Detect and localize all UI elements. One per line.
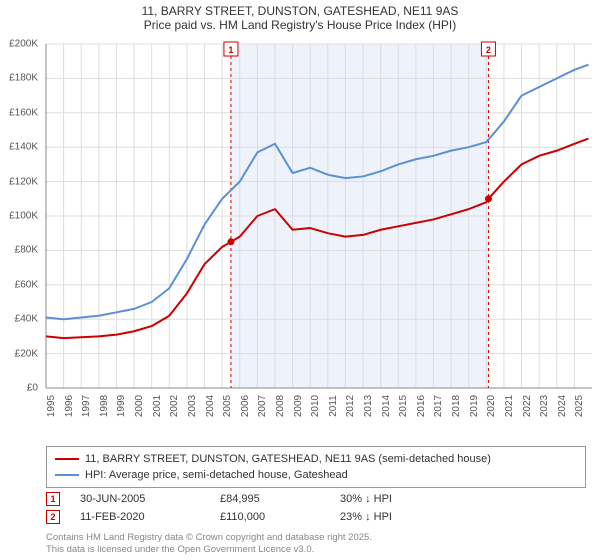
x-tick-label: 2015 (398, 395, 409, 417)
x-tick-label: 2014 (381, 395, 392, 417)
sale-diff: 30% ↓ HPI (340, 493, 440, 505)
legend-item: HPI: Average price, semi-detached house,… (55, 467, 577, 483)
x-tick-label: 2005 (222, 395, 233, 417)
x-tick-label: 2020 (486, 395, 497, 417)
y-tick-label: £80K (0, 245, 38, 256)
x-tick-label: 2024 (557, 395, 568, 417)
y-tick-label: £140K (0, 142, 38, 153)
x-tick-label: 2021 (504, 395, 515, 417)
y-tick-label: £20K (0, 348, 38, 359)
x-tick-label: 2013 (363, 395, 374, 417)
x-tick-label: 2022 (522, 395, 533, 417)
svg-text:2: 2 (486, 45, 491, 55)
footer-attribution: Contains HM Land Registry data © Crown c… (46, 532, 372, 556)
title-address: 11, BARRY STREET, DUNSTON, GATESHEAD, NE… (0, 4, 600, 18)
sale-row: 2 11-FEB-2020 £110,000 23% ↓ HPI (46, 508, 586, 526)
x-tick-label: 2010 (310, 395, 321, 417)
sale-marker-icon: 1 (46, 492, 60, 506)
legend-label: HPI: Average price, semi-detached house,… (85, 467, 348, 483)
x-tick-label: 2009 (293, 395, 304, 417)
x-tick-label: 2019 (469, 395, 480, 417)
sale-row: 1 30-JUN-2005 £84,995 30% ↓ HPI (46, 490, 586, 508)
chart-area: 12 £0£20K£40K£60K£80K£100K£120K£140K£160… (0, 38, 600, 438)
svg-text:1: 1 (228, 45, 233, 55)
x-tick-label: 1996 (64, 395, 75, 417)
line-chart-svg: 12 (0, 38, 600, 438)
x-tick-label: 2023 (539, 395, 550, 417)
sale-marker-num: 1 (50, 494, 55, 504)
sale-marker-icon: 2 (46, 510, 60, 524)
sale-date: 30-JUN-2005 (80, 493, 200, 505)
legend-swatch-icon (55, 458, 79, 460)
x-tick-label: 1995 (46, 395, 57, 417)
x-tick-label: 2012 (345, 395, 356, 417)
title-subtitle: Price paid vs. HM Land Registry's House … (0, 18, 600, 32)
y-tick-label: £160K (0, 107, 38, 118)
x-tick-label: 2001 (152, 395, 163, 417)
chart-titles: 11, BARRY STREET, DUNSTON, GATESHEAD, NE… (0, 0, 600, 32)
x-tick-label: 2007 (257, 395, 268, 417)
x-tick-label: 2003 (187, 395, 198, 417)
x-tick-label: 2002 (169, 395, 180, 417)
y-tick-label: £0 (0, 383, 38, 394)
y-tick-label: £200K (0, 39, 38, 50)
x-tick-label: 2018 (451, 395, 462, 417)
footer-line: This data is licensed under the Open Gov… (46, 544, 372, 556)
x-tick-label: 1999 (116, 395, 127, 417)
sale-price: £110,000 (220, 511, 320, 523)
legend-label: 11, BARRY STREET, DUNSTON, GATESHEAD, NE… (85, 451, 491, 467)
sale-rows: 1 30-JUN-2005 £84,995 30% ↓ HPI 2 11-FEB… (46, 490, 586, 526)
x-tick-label: 2016 (416, 395, 427, 417)
y-tick-label: £40K (0, 314, 38, 325)
sale-diff: 23% ↓ HPI (340, 511, 440, 523)
sale-price: £84,995 (220, 493, 320, 505)
x-tick-label: 2011 (328, 395, 339, 417)
x-tick-label: 2006 (240, 395, 251, 417)
x-tick-label: 1997 (81, 395, 92, 417)
legend-swatch-icon (55, 474, 79, 476)
x-tick-label: 2004 (205, 395, 216, 417)
sale-marker-num: 2 (50, 512, 55, 522)
sale-date: 11-FEB-2020 (80, 511, 200, 523)
legend: 11, BARRY STREET, DUNSTON, GATESHEAD, NE… (46, 446, 586, 488)
footer-line: Contains HM Land Registry data © Crown c… (46, 532, 372, 544)
x-tick-label: 2000 (134, 395, 145, 417)
y-tick-label: £120K (0, 176, 38, 187)
x-tick-label: 1998 (99, 395, 110, 417)
y-tick-label: £60K (0, 279, 38, 290)
x-tick-label: 2025 (574, 395, 585, 417)
x-tick-label: 2017 (433, 395, 444, 417)
x-tick-label: 2008 (275, 395, 286, 417)
y-tick-label: £100K (0, 211, 38, 222)
legend-item: 11, BARRY STREET, DUNSTON, GATESHEAD, NE… (55, 451, 577, 467)
y-tick-label: £180K (0, 73, 38, 84)
chart-container: 11, BARRY STREET, DUNSTON, GATESHEAD, NE… (0, 0, 600, 560)
